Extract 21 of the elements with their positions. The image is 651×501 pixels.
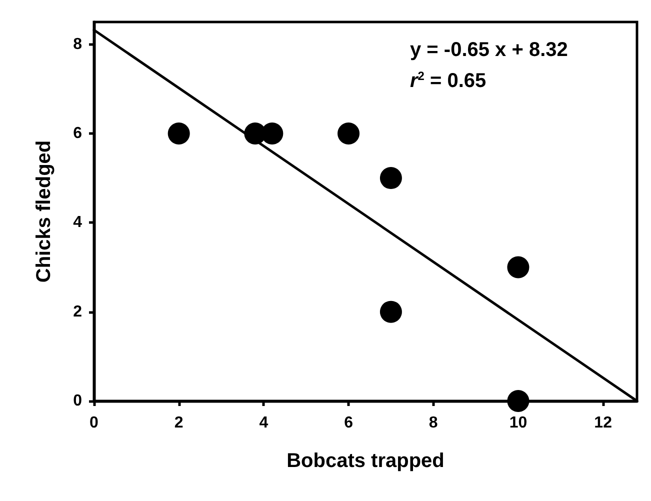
y-axis-title: Chicks fledged <box>33 140 55 283</box>
y-tick-label: 0 <box>73 392 82 410</box>
point <box>507 256 530 278</box>
annotation: y = -0.65 x + 8.32 <box>410 39 568 61</box>
x-tick-label: 0 <box>90 414 99 432</box>
x-tick-label: 8 <box>428 414 438 432</box>
x-tick-label: 2 <box>174 414 184 432</box>
point <box>507 390 530 412</box>
y-tick-label: 6 <box>73 124 82 142</box>
x-axis-title: Bobcats trapped <box>286 450 444 472</box>
y-tick-label: 8 <box>73 36 82 53</box>
point <box>338 122 360 144</box>
y-tick-label: 4 <box>73 214 82 232</box>
point <box>380 167 402 190</box>
y-tick-label: 2 <box>73 303 82 320</box>
point <box>380 300 402 323</box>
x-tick-label: 6 <box>344 414 354 432</box>
x-tick-label: 12 <box>594 414 612 432</box>
x-tick-label: 10 <box>509 414 528 432</box>
point <box>168 122 190 144</box>
x-tick-label: 4 <box>259 414 268 432</box>
